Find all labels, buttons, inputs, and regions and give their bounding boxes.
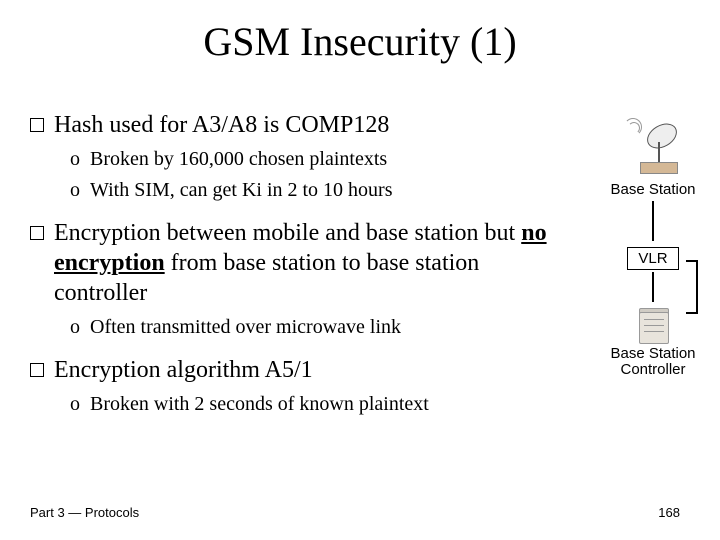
- bullet-2-sub-1-text: Often transmitted over microwave link: [90, 316, 401, 339]
- bullet-1-sub-2-text: With SIM, can get Ki in 2 to 10 hours: [90, 179, 393, 202]
- footer-dash: —: [68, 505, 81, 520]
- sub-marker: o: [70, 393, 80, 416]
- content-area: Hash used for A3/A8 is COMP128 o Broken …: [30, 110, 570, 422]
- bullet-1-sub-1: o Broken by 160,000 chosen plaintexts: [70, 148, 570, 171]
- bullet-1-sub-1-text: Broken by 160,000 chosen plaintexts: [90, 148, 387, 171]
- footer-protocols: Protocols: [81, 505, 139, 520]
- bullet-3-text: Encryption algorithm A5/1: [54, 355, 313, 385]
- square-bullet-icon: [30, 226, 44, 240]
- bullet-3: Encryption algorithm A5/1: [30, 355, 570, 385]
- footer-left: Part 3 — Protocols: [30, 505, 139, 520]
- bullet-2-text: Encryption between mobile and base stati…: [54, 218, 570, 308]
- vlr-label: VLR: [627, 247, 678, 270]
- base-station-label: Base Station: [598, 182, 708, 199]
- connector-line: [652, 272, 654, 302]
- page-number: 168: [658, 505, 680, 520]
- bullet-3-sub-1: o Broken with 2 seconds of known plainte…: [70, 393, 570, 416]
- sub-marker: o: [70, 316, 80, 339]
- antenna-icon: [618, 120, 688, 180]
- bullet-2-pre: Encryption between mobile and base stati…: [54, 220, 521, 246]
- bsc-label: Base Station Controller: [598, 346, 708, 379]
- square-bullet-icon: [30, 363, 44, 377]
- bullet-3-sub-1-text: Broken with 2 seconds of known plaintext: [90, 393, 429, 416]
- base-station-text: Base Station: [610, 181, 695, 198]
- network-diagram: Base Station VLR Base Station Controller: [598, 120, 708, 379]
- footer-part: Part 3: [30, 505, 68, 520]
- slide-title: GSM Insecurity (1): [0, 0, 720, 65]
- bullet-2-sub-1: o Often transmitted over microwave link: [70, 316, 570, 339]
- bullet-1-text: Hash used for A3/A8 is COMP128: [54, 110, 389, 140]
- connector-line: [652, 201, 654, 241]
- sub-marker: o: [70, 179, 80, 202]
- sub-marker: o: [70, 148, 80, 171]
- controller-icon: [639, 308, 667, 344]
- square-bullet-icon: [30, 118, 44, 132]
- bracket-icon: [686, 260, 698, 314]
- slide-container: GSM Insecurity (1) Hash used for A3/A8 i…: [0, 0, 720, 540]
- bullet-1-sub-2: o With SIM, can get Ki in 2 to 10 hours: [70, 179, 570, 202]
- bullet-1: Hash used for A3/A8 is COMP128: [30, 110, 570, 140]
- bullet-2: Encryption between mobile and base stati…: [30, 218, 570, 308]
